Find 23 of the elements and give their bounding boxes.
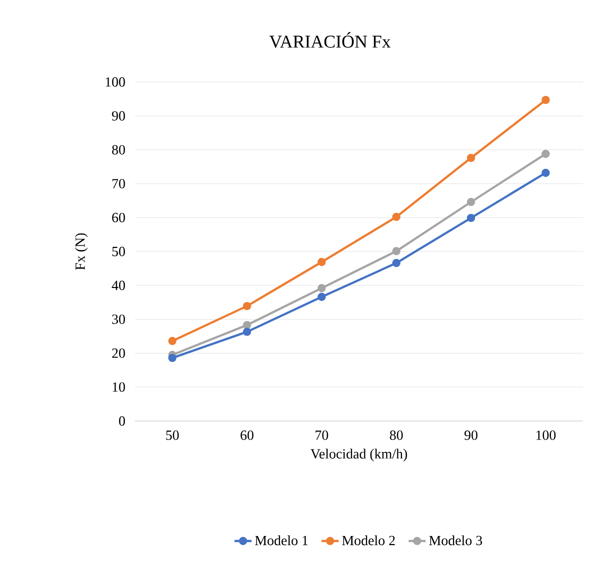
legend-label: Modelo 3	[429, 535, 482, 546]
legend-label: Modelo 2	[342, 535, 395, 546]
y-tick-label: 90	[112, 111, 125, 121]
y-tick-label: 60	[112, 212, 125, 222]
y-tick-label: 80	[112, 145, 125, 154]
y-tick-label: 70	[112, 178, 125, 188]
chart-title: VARIACIÓN Fx	[269, 32, 391, 48]
x-tick-label: 70	[316, 430, 328, 440]
x-tick-label: 100	[536, 430, 556, 440]
y-tick-label: 100	[106, 77, 125, 87]
x-tick-label: 80	[390, 430, 403, 440]
y-tick-label: 40	[112, 280, 125, 290]
x-axis-title: Velocidad (km/h)	[310, 448, 408, 462]
y-tick-label: 10	[112, 382, 125, 392]
x-tick-label: 90	[464, 430, 478, 440]
y-tick-label: 0	[119, 416, 125, 426]
y-tick-label: 20	[112, 348, 125, 358]
y-tick-label: 50	[112, 246, 125, 256]
legend-label: Modelo 1	[255, 535, 308, 546]
y-axis-title: Fx (N)	[75, 233, 88, 270]
x-tick-label: 50	[166, 430, 179, 440]
y-tick-label: 30	[112, 314, 125, 324]
x-tick-label: 60	[240, 430, 254, 440]
